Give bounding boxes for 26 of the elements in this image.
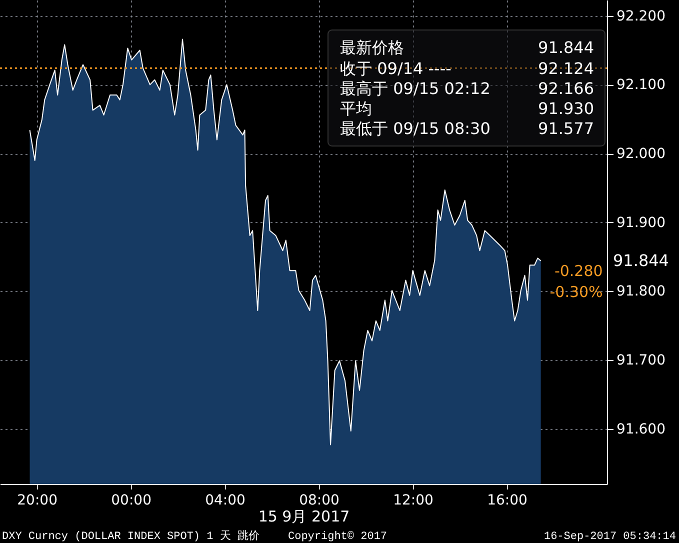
- x-axis-title: 15 9月 2017: [258, 508, 350, 526]
- annotation: 91.844: [538, 38, 594, 57]
- annotation: -0.30%: [550, 282, 603, 301]
- y-tick-label: 91.600: [616, 421, 666, 438]
- x-tick-label: 00:00: [111, 492, 152, 508]
- y-tick-label: 91.800: [616, 284, 666, 300]
- x-tick-label: 12:00: [393, 492, 434, 508]
- x-tick-label: 20:00: [17, 492, 58, 508]
- text: 16-Sep-2017 05:34:14: [544, 531, 676, 543]
- text: Copyright© 2017: [288, 531, 388, 543]
- text: 收于 09/14 ---- 92.124: [340, 59, 594, 78]
- text: 91.844: [613, 251, 669, 270]
- annotation: -0.280: [554, 262, 603, 280]
- x-tick-label: 08:00: [299, 492, 340, 508]
- y-tick-label: 91.700: [616, 352, 666, 369]
- text: 最低于 09/15 08:30 91.577: [340, 119, 594, 138]
- y-tick-label: 92.000: [616, 146, 666, 162]
- y-tick-label: 92.200: [616, 8, 666, 24]
- y-tick-label: 92.100: [616, 77, 666, 94]
- text: 平均 91.930: [340, 99, 594, 118]
- y-tick-label: 91.900: [616, 214, 666, 231]
- x-tick-label: 16:00: [487, 492, 528, 508]
- text: 最高于 09/15 02:12 92.166: [340, 79, 594, 98]
- text: 最新价格: [340, 38, 404, 57]
- x-tick-label: 04:00: [205, 492, 246, 508]
- text: DXY Curncy (DOLLAR INDEX SPOT) 1 天 跳价: [2, 530, 260, 543]
